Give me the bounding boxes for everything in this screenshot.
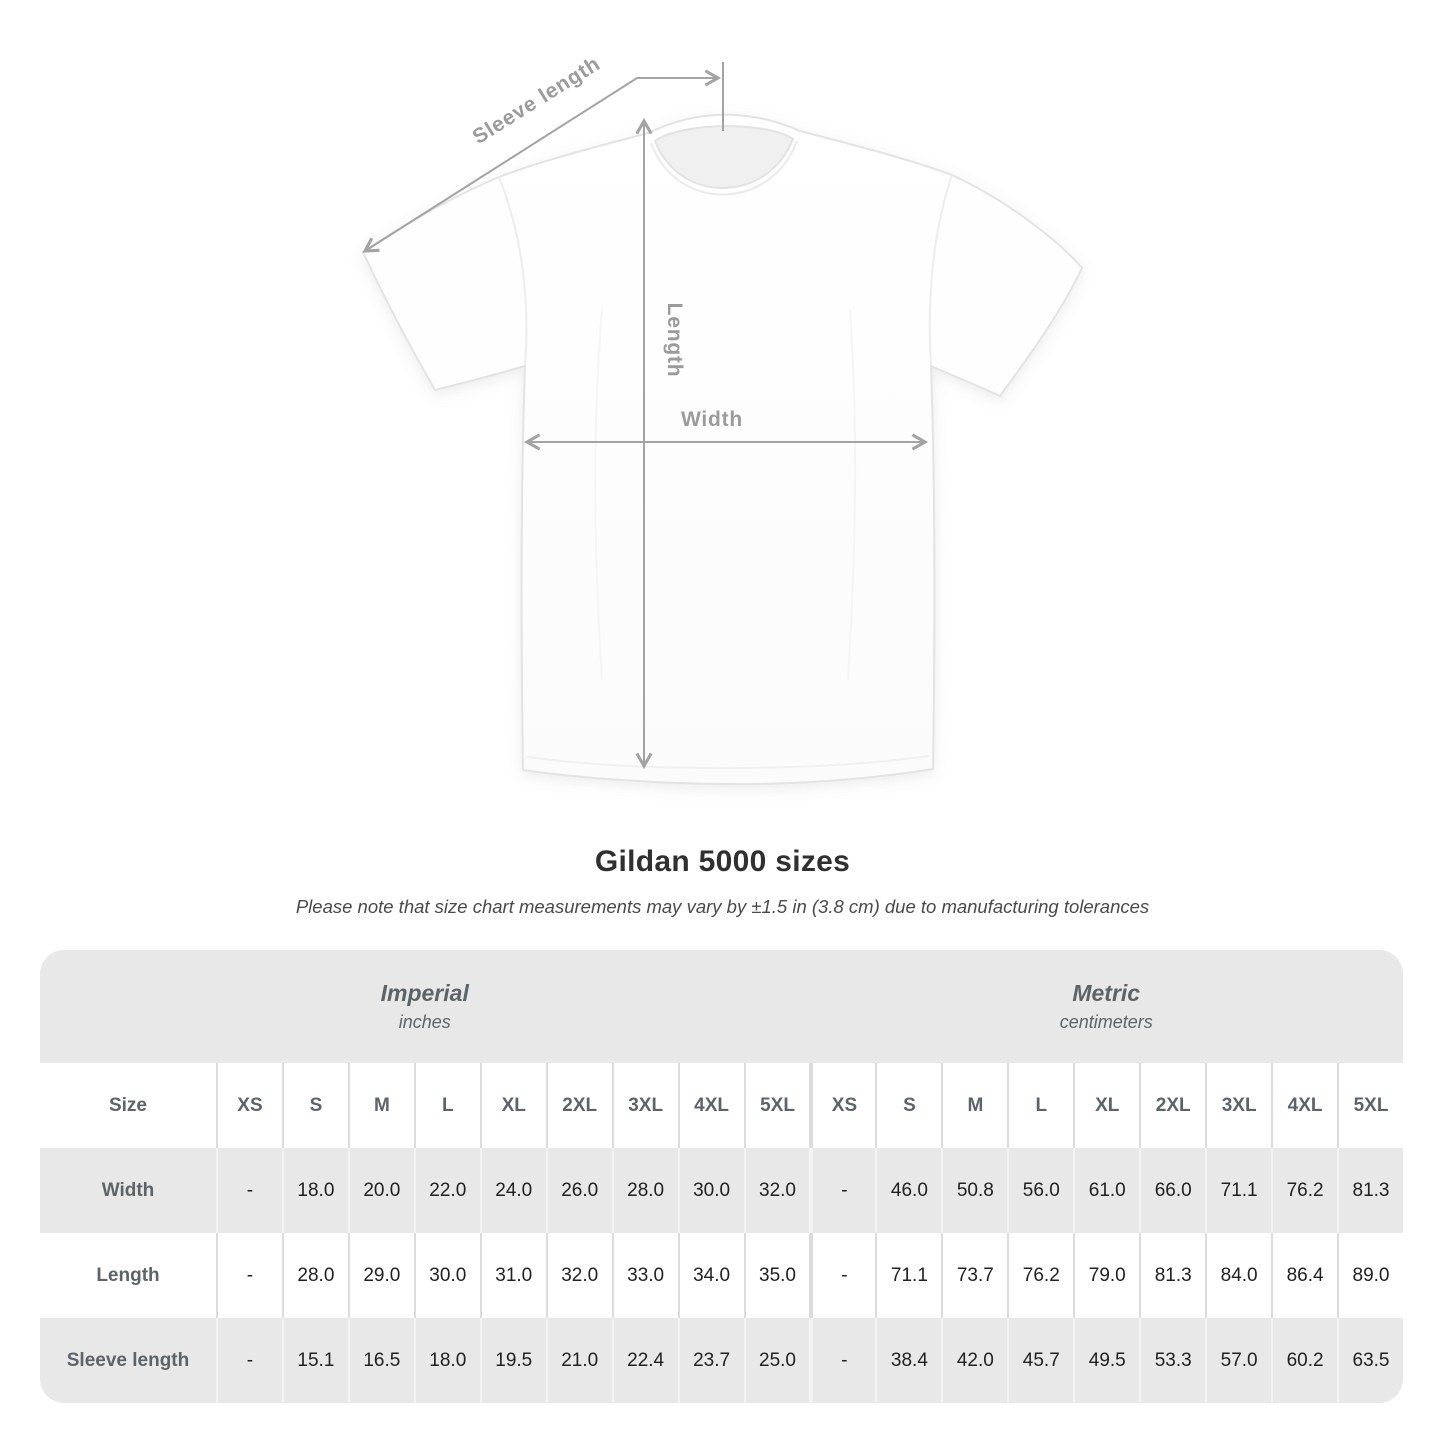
size-header-cell: S — [875, 1063, 942, 1148]
imperial-label: Imperial — [380, 980, 469, 1006]
value-cell: 38.4 — [875, 1318, 942, 1403]
value-cell: 29.0 — [347, 1233, 414, 1318]
size-table: Imperial inches Metric centimeters Size X… — [40, 950, 1403, 1403]
size-header-cell: 5XL — [743, 1063, 810, 1148]
size-header-cell: 4XL — [1271, 1063, 1338, 1148]
size-header-cell: 2XL — [1139, 1063, 1206, 1148]
value-cell: 73.7 — [941, 1233, 1008, 1318]
tshirt-diagram: Sleeve length Length Width — [361, 52, 1084, 786]
imperial-header: Imperial inches — [40, 950, 810, 1063]
row-label: Width — [40, 1148, 216, 1233]
value-cell: 56.0 — [1007, 1148, 1074, 1233]
value-cell: 19.5 — [479, 1318, 546, 1403]
size-header-cell: 5XL — [1337, 1063, 1403, 1148]
value-cell: 42.0 — [941, 1318, 1008, 1403]
size-header-cell: 2XL — [545, 1063, 612, 1148]
value-cell: 60.2 — [1271, 1318, 1338, 1403]
metric-unit: centimeters — [1059, 1012, 1153, 1032]
value-cell: 63.5 — [1337, 1318, 1403, 1403]
value-cell: 20.0 — [347, 1148, 414, 1233]
value-cell: 31.0 — [479, 1233, 546, 1318]
value-cell: - — [216, 1233, 282, 1318]
value-cell: 86.4 — [1271, 1233, 1338, 1318]
value-cell: 84.0 — [1205, 1233, 1272, 1318]
value-cell: 76.2 — [1271, 1148, 1338, 1233]
sleeve-length-label: Sleeve length — [469, 52, 605, 149]
width-label: Width — [681, 408, 743, 431]
value-cell: 50.8 — [941, 1148, 1008, 1233]
value-cell: 28.0 — [611, 1148, 678, 1233]
value-cell: 71.1 — [1205, 1148, 1272, 1233]
value-cell: - — [216, 1148, 282, 1233]
size-header-cell: L — [413, 1063, 480, 1148]
size-header-cell: 4XL — [677, 1063, 744, 1148]
size-header-cell: 3XL — [611, 1063, 678, 1148]
value-cell: 49.5 — [1073, 1318, 1140, 1403]
size-header-cell: XS — [216, 1063, 282, 1148]
imperial-unit: inches — [398, 1012, 451, 1032]
value-cell: 33.0 — [611, 1233, 678, 1318]
value-cell: 18.0 — [413, 1318, 480, 1403]
value-cell: - — [216, 1318, 282, 1403]
size-header-cell: XL — [1073, 1063, 1140, 1148]
value-cell: 46.0 — [875, 1148, 942, 1233]
size-header-cell: L — [1007, 1063, 1074, 1148]
value-cell: 32.0 — [743, 1148, 810, 1233]
value-cell: 25.0 — [743, 1318, 810, 1403]
row-label: Length — [40, 1233, 216, 1318]
size-header-cell: XL — [479, 1063, 546, 1148]
value-cell: 61.0 — [1073, 1148, 1140, 1233]
value-cell: 81.3 — [1337, 1148, 1403, 1233]
value-cell: 71.1 — [875, 1233, 942, 1318]
sleeve-length-arrow — [362, 69, 722, 253]
value-cell: 16.5 — [347, 1318, 414, 1403]
value-cell: 26.0 — [545, 1148, 612, 1233]
value-cell: 21.0 — [545, 1318, 612, 1403]
value-cell: - — [809, 1233, 876, 1318]
row-label: Sleeve length — [40, 1318, 216, 1403]
page-title: Gildan 5000 sizes — [594, 845, 851, 878]
value-cell: 22.0 — [413, 1148, 480, 1233]
value-cell: 57.0 — [1205, 1318, 1272, 1403]
tshirt-shape — [361, 113, 1084, 786]
value-cell: - — [809, 1318, 876, 1403]
value-cell: 66.0 — [1139, 1148, 1206, 1233]
value-cell: 34.0 — [677, 1233, 744, 1318]
value-cell: 15.1 — [281, 1318, 348, 1403]
size-header-cell: S — [281, 1063, 348, 1148]
value-cell: 89.0 — [1337, 1233, 1403, 1318]
size-col-header: Size — [40, 1063, 216, 1148]
value-cell: 30.0 — [677, 1148, 744, 1233]
tshirt-diagram-svg: Sleeve length Length Width — [361, 52, 1084, 786]
value-cell: 24.0 — [479, 1148, 546, 1233]
size-header-cell: XS — [809, 1063, 876, 1148]
value-cell: 45.7 — [1007, 1318, 1074, 1403]
value-cell: 81.3 — [1139, 1233, 1206, 1318]
value-cell: 53.3 — [1139, 1318, 1206, 1403]
value-cell: 32.0 — [545, 1233, 612, 1318]
metric-header: Metric centimeters — [809, 950, 1403, 1063]
size-header-cell: M — [941, 1063, 1008, 1148]
value-cell: 30.0 — [413, 1233, 480, 1318]
value-cell: 76.2 — [1007, 1233, 1074, 1318]
length-label: Length — [663, 303, 686, 378]
value-cell: 35.0 — [743, 1233, 810, 1318]
value-cell: 18.0 — [281, 1148, 348, 1233]
size-header-cell: M — [347, 1063, 414, 1148]
value-cell: - — [809, 1148, 876, 1233]
value-cell: 23.7 — [677, 1318, 744, 1403]
value-cell: 79.0 — [1073, 1233, 1140, 1318]
size-header-cell: 3XL — [1205, 1063, 1272, 1148]
value-cell: 22.4 — [611, 1318, 678, 1403]
tolerance-note: Please note that size chart measurements… — [295, 896, 1150, 917]
metric-label: Metric — [1072, 980, 1141, 1006]
value-cell: 28.0 — [281, 1233, 348, 1318]
